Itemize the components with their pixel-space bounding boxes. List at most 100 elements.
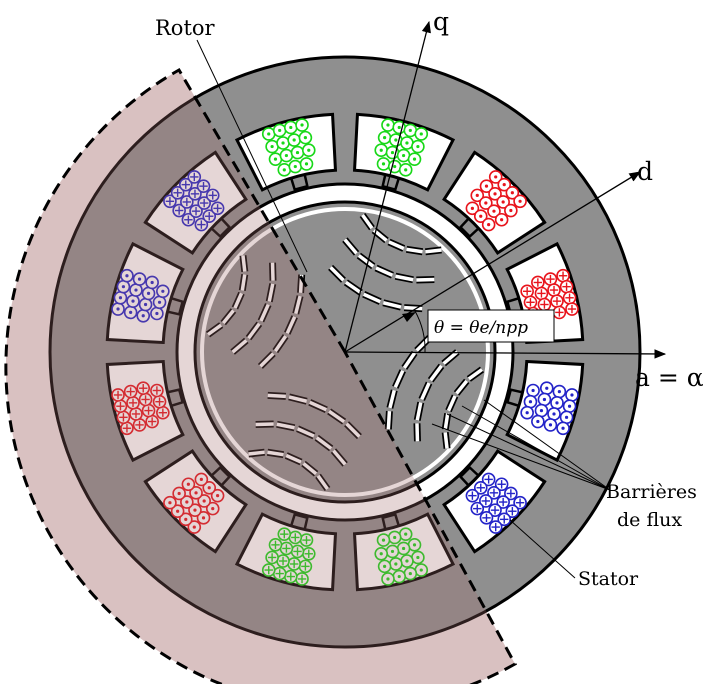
angle-label-box [427, 309, 555, 343]
conductor [374, 546, 389, 561]
highlight-boundary [4, 67, 518, 684]
conductor [487, 486, 501, 500]
conductor [197, 196, 211, 210]
conductor [145, 275, 159, 290]
conductor [187, 170, 202, 184]
conductor [488, 520, 503, 534]
conductor [194, 217, 209, 232]
slot-outline [143, 449, 248, 554]
slot-left-lower [442, 449, 547, 554]
conductor [279, 148, 294, 163]
conductor [188, 187, 202, 201]
conductor [559, 279, 574, 294]
conductor [470, 188, 485, 203]
conductor [473, 480, 488, 495]
highlight-overlay [5, 70, 515, 684]
a-axis-label: a = α [635, 363, 704, 392]
conductor [277, 527, 292, 541]
conductor [116, 410, 131, 425]
stator-label: Stator [578, 568, 639, 590]
slot-lower-right [105, 359, 185, 463]
conductor [407, 152, 422, 166]
conductor [381, 118, 395, 132]
conductor [138, 297, 153, 312]
flux-barriers-label-line1: Barrières [606, 481, 697, 503]
conductor [497, 512, 512, 527]
conductor [479, 196, 493, 210]
flux-barriers-label-line2: de flux [617, 509, 682, 531]
conductor [287, 133, 301, 147]
flux-barrier-leaders [431, 399, 611, 491]
conductor [120, 268, 134, 283]
conductor [178, 177, 193, 192]
conductor [205, 188, 220, 203]
slot-top-right [352, 112, 456, 192]
conductor [272, 566, 287, 581]
conductor [488, 187, 502, 201]
conductor [479, 494, 493, 508]
conductor [565, 302, 579, 316]
conductor [196, 179, 211, 193]
slot-left-upper [505, 359, 585, 463]
conductor [163, 194, 177, 209]
conductor [562, 399, 577, 414]
conductor [552, 384, 567, 399]
conductor [295, 118, 309, 132]
conductor [210, 488, 225, 503]
conductor [189, 204, 203, 218]
slot-outline [143, 150, 248, 255]
conductor [268, 538, 283, 552]
conductor [301, 143, 316, 158]
conductor [152, 295, 167, 310]
conductor [504, 203, 518, 218]
angle-arc [414, 310, 426, 354]
conductor [377, 559, 392, 574]
conductor [194, 472, 209, 487]
conductor [389, 557, 403, 571]
conductor [537, 392, 552, 407]
conductor [298, 559, 313, 574]
conductor [205, 501, 220, 516]
conductor [414, 127, 429, 141]
conductor [520, 284, 534, 299]
conductor [543, 272, 558, 286]
conductor [465, 201, 480, 216]
conductor [479, 179, 494, 193]
rotor-pole-barriers [248, 391, 362, 492]
conductor [196, 511, 211, 525]
conductor [543, 418, 558, 432]
conductor [488, 170, 503, 184]
slot-upper-right [234, 112, 338, 192]
conductor [552, 305, 567, 320]
conductor [505, 504, 520, 519]
conductor [210, 201, 225, 216]
conductor [550, 396, 564, 410]
conductor [283, 120, 298, 135]
conductor [496, 495, 510, 509]
conductor [376, 157, 391, 171]
slot-bottom-left [234, 512, 338, 592]
conductor [556, 421, 570, 436]
conductor [505, 185, 520, 200]
d-axis-label: d [637, 157, 653, 186]
conductor [123, 305, 138, 320]
conductor [172, 203, 186, 218]
conductor [387, 530, 402, 545]
conductor [202, 480, 217, 495]
slot-bottom-right [143, 449, 248, 554]
conductor [181, 477, 196, 492]
conductor [496, 195, 510, 209]
conductor [290, 145, 305, 160]
d-axis-arrow [344, 171, 641, 353]
conductor [170, 185, 185, 200]
conductor [513, 194, 527, 209]
conductor [414, 563, 429, 577]
rotor-label: Rotor [155, 16, 216, 40]
conductor [150, 383, 164, 398]
slot-outline [442, 150, 547, 255]
conductor [494, 212, 509, 227]
conductor [180, 495, 194, 509]
rotor-inner-ring [200, 207, 490, 497]
conductor [197, 494, 211, 508]
conductor [288, 159, 303, 174]
